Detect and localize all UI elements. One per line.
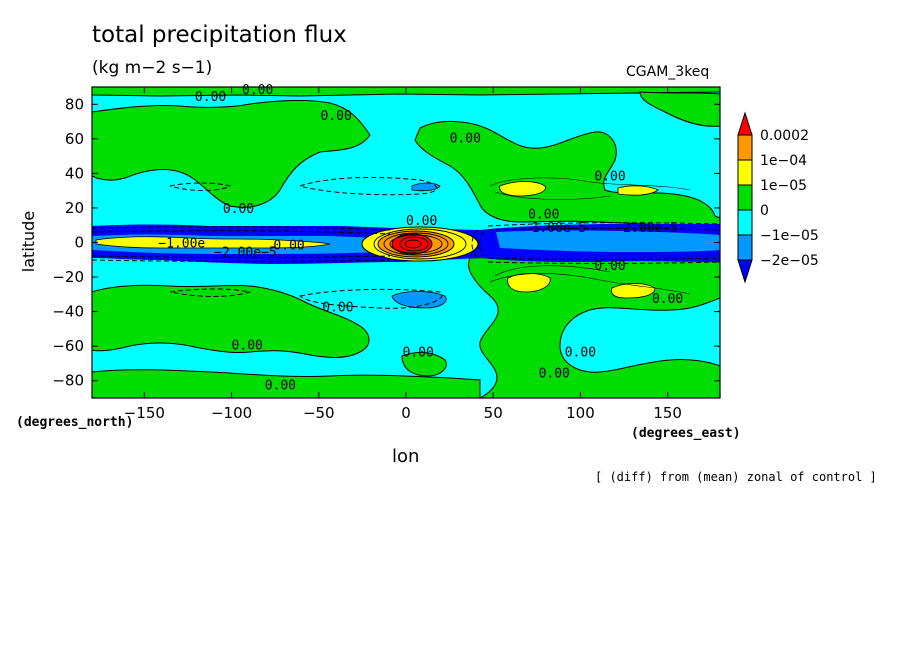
contour-label: −2.00e−5 <box>615 221 678 236</box>
x-tick-label: −100 <box>211 404 252 422</box>
contour-label: 0.00 <box>195 90 226 105</box>
colorbar-swatch <box>737 209 753 236</box>
colorbar-label: −1e−05 <box>760 228 819 244</box>
contour-label: 0.00 <box>242 83 273 98</box>
negative-contours <box>92 177 720 309</box>
colorbar-label: −2e−05 <box>760 253 819 269</box>
negative-regions <box>391 182 447 309</box>
contour-label: 0.00 <box>406 214 437 229</box>
contour-label: 0.00 <box>594 259 625 274</box>
y-tick-label: −40 <box>52 303 84 321</box>
colorbar: 0.0002 1e−04 1e−05 0 −1e−05 −2e−05 <box>737 111 819 284</box>
colorbar-label: 0.0002 <box>760 128 809 144</box>
contour-label-group: 0.00 0.000.000.000.000.00 0.000.00 1.00e−5−… <box>158 83 683 393</box>
positive-contours <box>489 177 691 295</box>
x-tick-label: 150 <box>653 404 682 422</box>
y-tick-label: 40 <box>65 164 84 182</box>
x-axis: −150 −100 −50 0 50 100 150 <box>124 87 682 422</box>
x-tick-label: −150 <box>124 404 165 422</box>
colorbar-swatch <box>737 134 753 161</box>
equatorial-band <box>92 224 720 264</box>
colorbar-top-arrow <box>737 111 753 136</box>
contour-label: 0.00 <box>403 346 434 361</box>
x-units-label: (degrees_east) <box>631 426 741 441</box>
x-tick-label: −50 <box>303 404 335 422</box>
units-label: (kg m−2 s−1) <box>92 58 213 78</box>
contour-label: 0.00 <box>528 207 559 222</box>
y-tick-label: −80 <box>52 372 84 390</box>
x-tick-label: 50 <box>484 404 503 422</box>
contour-label: 0.00 <box>652 292 683 307</box>
footnote: [ (diff) from (mean) zonal of control ] <box>595 470 877 484</box>
y-axis-title: latitude <box>19 210 39 273</box>
colorbar-bottom-arrow <box>737 259 753 284</box>
contour-label: 0.00 <box>322 301 353 316</box>
x-tick-label: 100 <box>566 404 595 422</box>
colorbar-label: 0 <box>760 203 769 219</box>
case-name: CGAM_3keq <box>626 64 710 80</box>
y-units-label: (degrees_north) <box>16 415 134 430</box>
contour-label: 0.00 <box>450 131 481 146</box>
chart-title: total precipitation flux <box>92 22 347 48</box>
contour-label: 0.00 <box>565 346 596 361</box>
contour-label: 0.00 <box>594 169 625 184</box>
y-tick-label: 60 <box>65 130 84 148</box>
contour-field <box>92 87 720 398</box>
y-tick-label: −60 <box>52 337 84 355</box>
y-tick-label: −20 <box>52 268 84 286</box>
colorbar-label: 1e−04 <box>760 153 807 169</box>
positive-regions <box>92 87 720 398</box>
contour-label: 0.00 <box>232 339 263 354</box>
colorbar-swatch <box>737 184 753 211</box>
x-axis-title: lon <box>392 446 420 467</box>
colorbar-swatch <box>737 234 753 261</box>
contour-label: 0.00 <box>273 238 304 253</box>
y-tick-label: 20 <box>65 199 84 217</box>
x-tick-label: 0 <box>401 404 411 422</box>
contour-label: −1.00e <box>158 237 205 252</box>
contour-label: 0.00 <box>321 109 352 124</box>
colorbar-label: 1e−05 <box>760 178 807 194</box>
contour-label: 0.00 <box>265 378 296 393</box>
y-axis: −80 −60 −40 −20 0 20 40 60 80 <box>52 95 720 390</box>
y-tick-label: 0 <box>74 234 84 252</box>
contour-label: 1.00e−5 <box>532 221 587 236</box>
contour-label: 0.00 <box>539 366 570 381</box>
central-maximum <box>361 226 479 262</box>
y-tick-label: 80 <box>65 95 84 113</box>
yellow-regions <box>499 181 659 299</box>
contour-label: −2.00e−5 <box>214 245 277 260</box>
contour-label: 0.00 <box>223 202 254 217</box>
colorbar-swatch <box>737 159 753 186</box>
